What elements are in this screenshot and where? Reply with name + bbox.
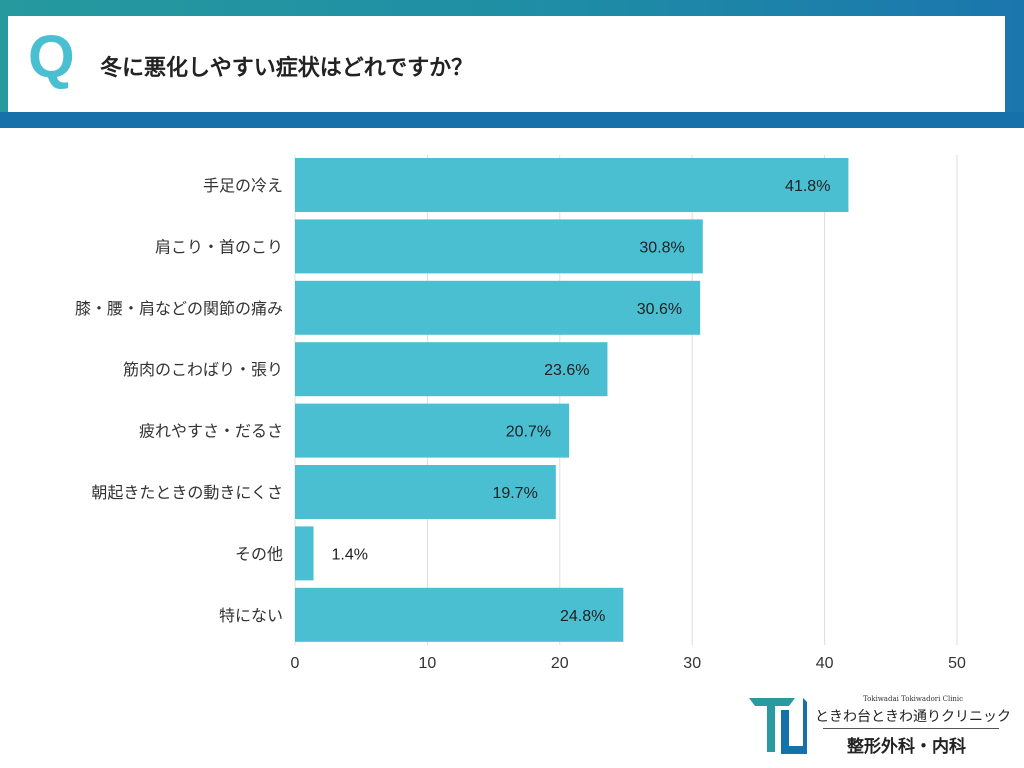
category-label: 膝・腰・肩などの関節の痛み (75, 299, 283, 318)
data-label: 20.7% (506, 424, 551, 441)
x-tick-label: 50 (948, 655, 966, 672)
bar (295, 465, 556, 519)
category-label: 手足の冷え (203, 176, 283, 195)
x-tick-label: 40 (816, 655, 834, 672)
x-tick-label: 30 (683, 655, 701, 672)
page-title: 冬に悪化しやすい症状はどれですか？ (100, 56, 474, 81)
logo-name: ときわ台ときわ通りクリニック (815, 709, 1011, 725)
bar (295, 403, 570, 458)
bar (295, 219, 703, 274)
category-label: その他 (235, 544, 283, 563)
logo-department: 整形外科・内科 (847, 737, 966, 757)
q-mark: Q (28, 23, 75, 90)
category-label: 筋肉のこわばり・張り (123, 360, 283, 379)
bar (295, 587, 624, 642)
logo-divider (823, 728, 999, 729)
category-label: 特にない (219, 606, 283, 625)
category-label: 疲れやすさ・だるさ (139, 422, 283, 441)
x-tick-label: 10 (419, 655, 437, 672)
x-tick-label: 0 (291, 655, 300, 672)
tc-monogram-icon (749, 698, 807, 754)
clinic-logo: Tokiwadai Tokiwadori Clinic ときわ台ときわ通りクリニ… (745, 690, 1015, 760)
category-label: 肩こり・首のこり (155, 237, 283, 256)
bar (295, 526, 314, 581)
bar (295, 158, 849, 212)
data-label: 1.4% (332, 546, 368, 563)
data-label: 30.8% (639, 239, 684, 256)
data-label: 19.7% (492, 485, 537, 502)
header-bottom-band (0, 112, 1024, 128)
data-label: 24.8% (560, 608, 605, 625)
logo-subtitle: Tokiwadai Tokiwadori Clinic (863, 695, 964, 703)
data-label: 23.6% (544, 362, 589, 379)
x-tick-label: 20 (551, 655, 569, 672)
bar (295, 280, 701, 335)
data-label: 41.8% (785, 178, 830, 195)
data-label: 30.6% (637, 301, 682, 318)
category-label: 朝起きたときの動きにくさ (91, 483, 283, 502)
bar (295, 342, 608, 397)
header-box (8, 16, 1005, 112)
